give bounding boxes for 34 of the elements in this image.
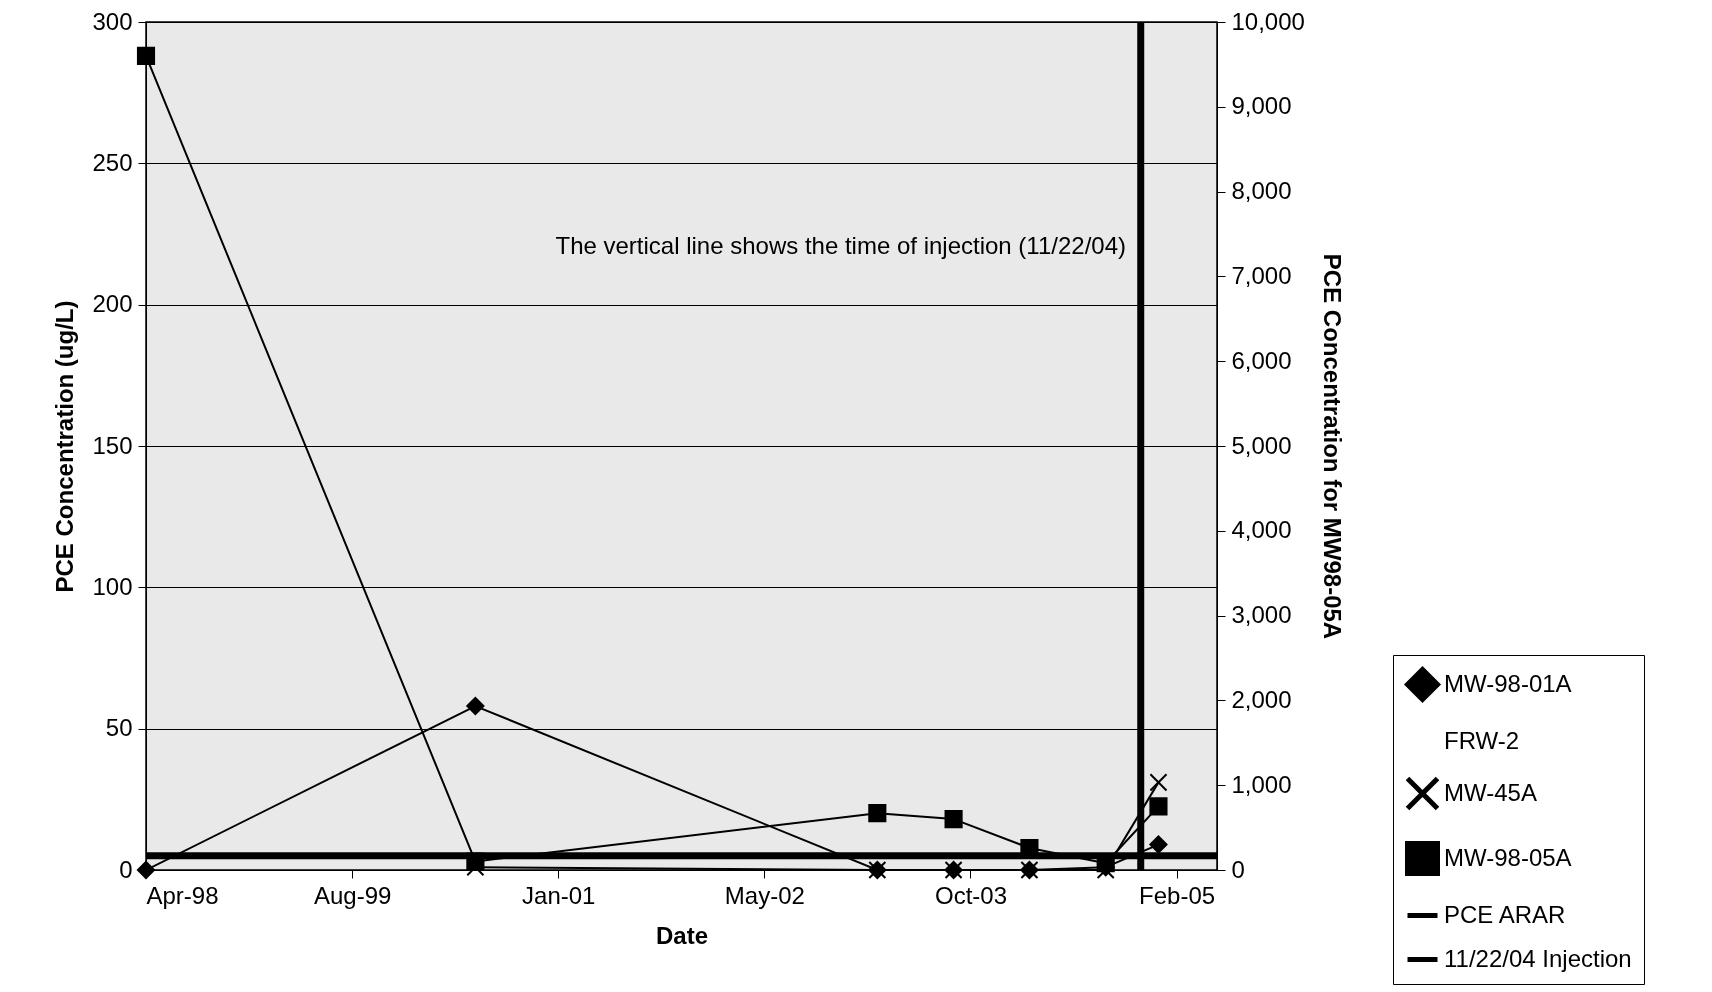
legend-label: 11/22/04 Injection xyxy=(1444,944,1632,972)
y2-tick-label: 9,000 xyxy=(1231,92,1292,120)
annotation: The vertical line shows the time of injection (11/22/04) xyxy=(555,232,1126,259)
y-tick-label: 150 xyxy=(92,431,133,459)
y-tick-label: 300 xyxy=(92,7,133,35)
text: FRW-2 xyxy=(1444,726,1520,754)
y2-tick-label: 1,000 xyxy=(1231,770,1292,798)
y-tick-label: 200 xyxy=(92,290,133,318)
x-tick-label: Feb-05 xyxy=(1139,881,1216,909)
y2-tick-label: 5,000 xyxy=(1231,431,1292,459)
y2-tick-label: 7,000 xyxy=(1231,261,1292,289)
x-tick-label: Apr-98 xyxy=(146,881,219,909)
legend-label: PCE ARAR xyxy=(1444,900,1566,928)
y2-tick-label: 3,000 xyxy=(1231,601,1292,629)
y2-tick-label: 8,000 xyxy=(1231,177,1292,205)
y2-tick-label: 10,000 xyxy=(1231,7,1305,35)
x-tick-label: Aug-99 xyxy=(313,881,392,909)
x-tick-label: May-02 xyxy=(724,881,805,909)
y-tick-label: 0 xyxy=(119,855,133,883)
legend-label: MW-98-05A xyxy=(1444,843,1572,871)
y2-axis-title: PCE Concentration for MW98-05A xyxy=(1318,253,1346,640)
y2-tick-label: 2,000 xyxy=(1231,685,1292,713)
x-axis-title: Date xyxy=(655,921,709,949)
y-tick-label: 100 xyxy=(92,572,133,600)
y2-tick-label: 4,000 xyxy=(1231,516,1292,544)
y-tick-label: 250 xyxy=(92,148,133,176)
legend-label: MW-45A xyxy=(1444,778,1537,806)
y2-tick-label: 6,000 xyxy=(1231,346,1292,374)
x-tick-label: Jan-01 xyxy=(522,881,596,909)
legend-label: MW-98-01A xyxy=(1444,669,1572,697)
y-tick-label: 50 xyxy=(105,714,133,742)
y-axis-title: PCE Concentration (ug/L) xyxy=(51,300,79,593)
x-tick-label: Oct-03 xyxy=(934,881,1007,909)
y2-tick-label: 0 xyxy=(1231,855,1245,883)
